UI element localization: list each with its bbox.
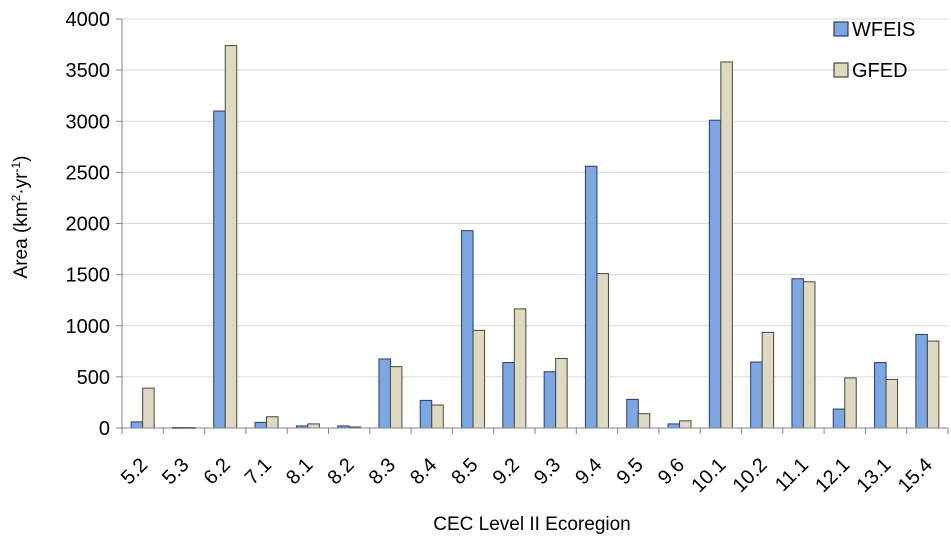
x-axis-title: CEC Level II Ecoregion: [433, 514, 631, 535]
bar-wfeis-6-2: [213, 110, 226, 429]
bar-gfed-12-1: [844, 377, 857, 429]
y-axis-title: Area (km2·yr-1): [9, 156, 32, 279]
bar-gfed-8-3: [389, 366, 403, 429]
legend-swatch-gfed: [833, 62, 849, 78]
y-tick-labels: 0 500 1000 1500 2000 2500 3000 3500 4000: [66, 9, 111, 440]
x-tick-label: 8.3: [365, 454, 400, 489]
x-tick-label: 10.2: [729, 454, 772, 497]
y-axis-title-sup1: 2: [9, 194, 23, 201]
bars-group: [130, 45, 940, 429]
bar-wfeis-11-1: [791, 278, 804, 429]
y-tick-label: 2500: [66, 162, 111, 184]
x-tick-label: 8.4: [406, 454, 441, 489]
y-tick-label: 500: [77, 367, 110, 389]
bar-gfed-10-2: [761, 331, 775, 429]
legend-label-gfed: GFED: [852, 60, 908, 82]
x-tick-label: 9.4: [571, 454, 606, 489]
bar-gfed-5-2: [142, 387, 155, 429]
bar-wfeis-9-2: [502, 362, 515, 429]
bar-wfeis-7-1: [254, 421, 268, 429]
legend: WFEIS GFED: [833, 19, 915, 82]
x-tick-label: 9.3: [530, 454, 565, 489]
bar-gfed-15-4: [926, 340, 940, 429]
bar-wfeis-9-3: [543, 371, 557, 429]
bar-gfed-9-3: [555, 357, 568, 429]
bar-gfed-9-2: [513, 308, 527, 429]
x-tick-labels: 5.2 5.3 6.2 7.1 8.1 8.2 8.3 8.4 8.5 9.2 9.3 9.4 9.5 9…: [117, 454, 937, 497]
x-tick-label: 6.2: [200, 454, 235, 489]
bar-gfed-9-6: [679, 420, 692, 429]
bar-wfeis-8-4: [419, 399, 433, 429]
bar-gfed-7-1: [266, 416, 279, 429]
axes-group: [121, 19, 948, 429]
x-tick-label: 7.1: [241, 454, 276, 489]
bar-wfeis-9-5: [626, 398, 639, 429]
y-tick-label: 4000: [66, 9, 111, 31]
x-tick-label: 8.1: [282, 454, 317, 489]
bar-wfeis-13-1: [874, 362, 887, 429]
bar-gfed-13-1: [885, 378, 899, 429]
bar-wfeis-5-2: [130, 421, 144, 429]
bar-gfed-10-1: [720, 61, 733, 429]
y-axis-title-main: Area (km: [11, 201, 32, 278]
legend-swatch-wfeis: [833, 21, 849, 37]
y-tick-label: 0: [99, 418, 110, 440]
bar-wfeis-12-1: [832, 408, 846, 429]
bar-wfeis-9-6: [667, 423, 681, 429]
y-axis-title-mid: ·yr: [11, 172, 32, 195]
bar-wfeis-15-4: [915, 333, 928, 429]
bar-wfeis-8-5: [461, 230, 474, 429]
bar-wfeis-8-3: [378, 358, 391, 429]
x-tick-label: 12.1: [811, 454, 854, 497]
x-tick-label: 13.1: [852, 454, 895, 497]
x-tick-label: 9.6: [654, 454, 689, 489]
bar-gfed-9-4: [596, 273, 609, 429]
x-tick-label: 5.3: [158, 454, 193, 489]
y-axis-title-end: ): [11, 156, 32, 162]
x-tick-label: 5.2: [117, 454, 152, 489]
legend-label-wfeis: WFEIS: [852, 19, 915, 41]
y-tick-label: 2000: [66, 214, 111, 236]
gridlines: [116, 18, 949, 434]
y-tick-label: 3000: [66, 111, 111, 133]
bar-gfed-8-4: [431, 404, 444, 429]
bar-wfeis-10-2: [750, 361, 763, 429]
x-tick-label: 9.5: [613, 454, 648, 489]
y-tick-label: 3500: [66, 60, 111, 82]
bar-gfed-8-1: [307, 423, 320, 429]
x-tick-label: 11.1: [771, 454, 813, 496]
x-tick-label: 9.2: [489, 454, 524, 489]
bar-wfeis-10-1: [708, 119, 722, 429]
bar-gfed-11-1: [802, 281, 816, 429]
x-tick-label: 8.5: [447, 454, 482, 489]
y-tick-label: 1500: [66, 265, 111, 287]
bar-gfed-9-5: [637, 413, 651, 429]
x-tick-label: 8.2: [323, 454, 358, 489]
x-tick-label: 10.1: [687, 454, 730, 497]
x-tick-label: 15.4: [894, 454, 937, 497]
bar-gfed-8-5: [472, 329, 486, 429]
y-tick-label: 1000: [66, 316, 111, 338]
bar-gfed-6-2: [224, 45, 238, 429]
bar-wfeis-9-4: [584, 165, 598, 429]
y-axis-title-sup2: -1: [9, 162, 23, 173]
